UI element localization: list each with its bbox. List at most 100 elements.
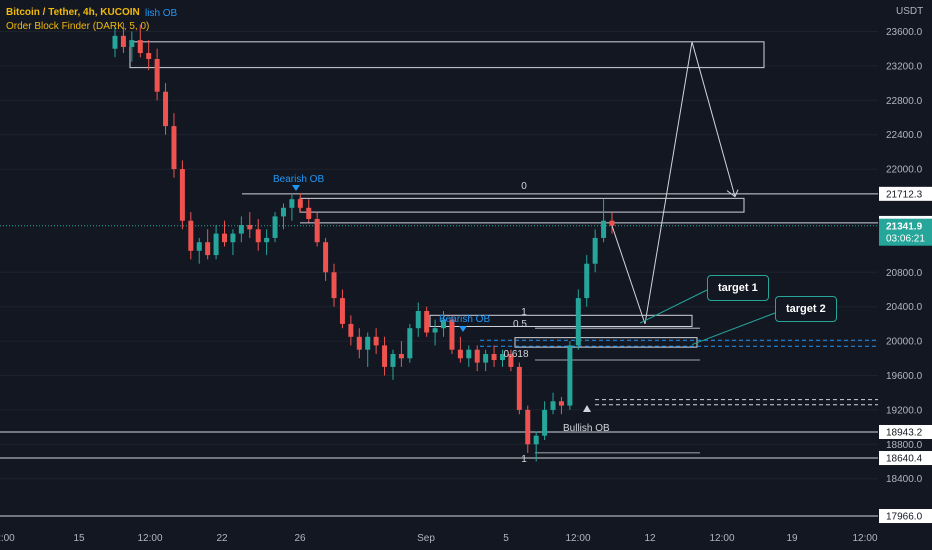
candle bbox=[129, 40, 135, 47]
projection-path bbox=[611, 41, 776, 346]
candle bbox=[112, 35, 118, 49]
price-label-text: 17966.0 bbox=[886, 512, 923, 523]
candle bbox=[567, 345, 573, 406]
candle bbox=[356, 336, 362, 350]
symbol-title[interactable]: Bitcoin / Tether, 4h, KUCOIN bbox=[6, 7, 140, 18]
target-1-callout: target 1 bbox=[707, 275, 769, 301]
bearish-ob-label: Bearish OB bbox=[273, 174, 324, 185]
target-1-connector bbox=[639, 289, 708, 324]
candle bbox=[558, 401, 564, 406]
candle bbox=[213, 233, 219, 256]
candle bbox=[592, 237, 598, 264]
candle bbox=[331, 272, 337, 299]
candle bbox=[120, 35, 126, 47]
candle bbox=[516, 366, 522, 410]
candle bbox=[499, 354, 505, 361]
price-label-box bbox=[879, 424, 932, 439]
candle bbox=[314, 218, 320, 243]
target-1-box-zone bbox=[429, 314, 693, 327]
candle bbox=[188, 220, 194, 251]
time-tick-label: 12 bbox=[644, 533, 656, 544]
price-tick-label: 20800.0 bbox=[886, 268, 923, 279]
bearish-ob-marker bbox=[292, 185, 300, 191]
time-tick-label: 12:00 bbox=[137, 533, 162, 544]
price-tick-label: 23600.0 bbox=[886, 27, 923, 38]
candle bbox=[398, 354, 404, 359]
candle bbox=[609, 220, 615, 226]
candle bbox=[339, 298, 345, 324]
price-axis[interactable]: USDT 23600.0 23200.0 22800.0 22400.0 22000.0 2… bbox=[879, 6, 932, 524]
candle bbox=[365, 336, 371, 350]
price-tick-label: 20400.0 bbox=[886, 302, 923, 313]
candle bbox=[171, 126, 177, 170]
candle bbox=[407, 328, 413, 359]
candle bbox=[508, 354, 514, 367]
candle bbox=[373, 336, 379, 346]
candle bbox=[525, 409, 531, 445]
fib-1-label: 1 bbox=[521, 307, 527, 318]
candle bbox=[264, 237, 270, 243]
price-tick-label: 22000.0 bbox=[886, 165, 923, 176]
price-label-text: 18943.2 bbox=[886, 427, 923, 438]
candle bbox=[297, 199, 303, 208]
level-lines bbox=[0, 193, 878, 517]
candle bbox=[196, 242, 202, 251]
price-label-box bbox=[879, 509, 932, 524]
currency-label: USDT bbox=[896, 6, 923, 17]
candle bbox=[306, 207, 312, 219]
target-2-connector bbox=[691, 312, 776, 346]
time-tick-label: 19 bbox=[786, 533, 798, 544]
price-tick-label: 19200.0 bbox=[886, 405, 923, 416]
candle bbox=[457, 349, 463, 359]
bearish-ob-label: Bearish OB bbox=[439, 314, 490, 325]
price-label-text: 21712.3 bbox=[886, 189, 923, 200]
countdown-text: 03:06:21 bbox=[886, 234, 925, 245]
candle bbox=[146, 53, 152, 60]
time-axis[interactable]: 2:00 15 12:00 22 26 Sep 5 12:00 12 12:00 19 12:00 bbox=[0, 533, 878, 544]
candle bbox=[474, 349, 480, 363]
current-price-box bbox=[879, 218, 932, 246]
price-tick-label: 22800.0 bbox=[886, 96, 923, 107]
candle bbox=[491, 354, 497, 361]
time-tick-label: 12:00 bbox=[565, 533, 590, 544]
price-tick-label: 20000.0 bbox=[886, 337, 923, 348]
candle bbox=[483, 354, 489, 363]
time-tick-label: 12:00 bbox=[852, 533, 877, 544]
time-tick-label: 5 bbox=[503, 533, 509, 544]
candle bbox=[323, 242, 329, 273]
candle bbox=[424, 311, 430, 333]
candle bbox=[348, 323, 354, 337]
price-tick-label: 19600.0 bbox=[886, 371, 923, 382]
candle bbox=[163, 91, 169, 127]
candle bbox=[441, 319, 447, 329]
time-tick-label: 15 bbox=[73, 533, 85, 544]
current-price-text: 21341.9 bbox=[886, 222, 923, 233]
candle bbox=[222, 233, 228, 243]
candle bbox=[137, 40, 143, 53]
fib-0618-label: 0.618 bbox=[503, 349, 528, 360]
candle bbox=[575, 298, 581, 346]
supply-zone bbox=[129, 41, 765, 69]
candle bbox=[466, 349, 472, 359]
price-label-box bbox=[879, 186, 932, 201]
candle bbox=[550, 401, 556, 410]
candle bbox=[289, 199, 295, 208]
bullish-ob-label: lish OB bbox=[145, 8, 178, 19]
indicator-title[interactable]: Order Block Finder (DARK, 5, 0) bbox=[6, 21, 150, 32]
candle bbox=[179, 169, 185, 221]
time-tick-label: 2:00 bbox=[0, 533, 15, 544]
price-tick-label: 18400.0 bbox=[886, 474, 923, 485]
candle bbox=[205, 242, 211, 256]
candle bbox=[280, 207, 286, 217]
fib-0-label: 0 bbox=[521, 181, 527, 192]
candle bbox=[601, 220, 607, 238]
price-tick-label: 22400.0 bbox=[886, 130, 923, 141]
time-tick-label: Sep bbox=[417, 533, 435, 544]
time-tick-label: 22 bbox=[216, 533, 228, 544]
price-tick-label: 23200.0 bbox=[886, 61, 923, 72]
candle bbox=[238, 225, 244, 234]
time-tick-label: 12:00 bbox=[709, 533, 734, 544]
